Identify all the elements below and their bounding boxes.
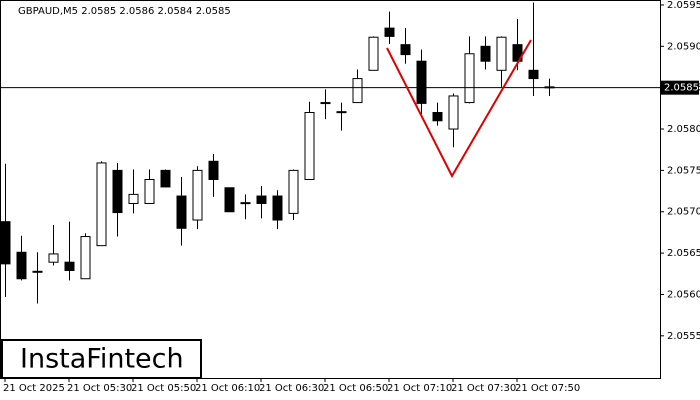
logo: InstaFintech — [20, 344, 184, 375]
candle-body — [176, 195, 187, 229]
candle-body — [160, 169, 171, 188]
candle-body — [400, 44, 411, 56]
x-tick-label: 21 Oct 05:50 — [131, 383, 196, 394]
candle-body — [208, 160, 219, 180]
x-tick-label: 21 Oct 07:50 — [515, 383, 580, 394]
candle-body — [352, 78, 363, 104]
y-tick-label: 2.0555 — [667, 331, 700, 342]
candle-body — [80, 236, 91, 280]
candle-body — [128, 193, 139, 204]
candle-body — [432, 111, 443, 122]
candle-body — [192, 169, 203, 221]
y-tick-label: 2.0595 — [667, 0, 700, 11]
candle-body — [0, 221, 11, 265]
candle-body — [256, 195, 267, 204]
candle-body — [240, 202, 251, 205]
x-tick-label: 21 Oct 06:50 — [323, 383, 388, 394]
candle-body — [304, 111, 315, 180]
candle-body — [224, 187, 235, 213]
x-tick-label: 21 Oct 06:10 — [195, 383, 260, 394]
candle-body — [512, 44, 523, 62]
candle-body — [16, 251, 27, 280]
last-price-label: 2.0585 — [664, 83, 699, 94]
double-top-line — [386, 39, 532, 179]
candle-body — [416, 60, 427, 104]
chart-title: GBPAUD,M5 2.0585 2.0586 2.0584 2.0585 — [18, 6, 231, 17]
x-tick-label: 21 Oct 07:30 — [451, 383, 516, 394]
candle-body — [112, 169, 123, 214]
y-tick-label: 2.0575 — [667, 165, 700, 176]
candle-body — [144, 178, 155, 204]
y-tick-label: 2.0565 — [667, 248, 700, 259]
candle-body — [272, 195, 283, 221]
candle-body — [496, 36, 507, 71]
candle-body — [464, 53, 475, 104]
candle-body — [48, 253, 59, 263]
y-tick-label: 2.0580 — [667, 124, 700, 135]
x-tick-label: 21 Oct 2025 — [3, 383, 65, 394]
candle-body — [288, 169, 299, 214]
candle-body — [96, 162, 107, 247]
logo-box — [1, 339, 202, 379]
candle-body — [448, 95, 459, 130]
y-tick-label: 2.0590 — [667, 41, 700, 52]
candle-body — [32, 270, 43, 273]
y-tick-label: 2.0560 — [667, 289, 700, 300]
candle-body — [368, 36, 379, 71]
plot-frame — [0, 0, 661, 379]
candle-body — [528, 69, 539, 80]
x-tick-label: 21 Oct 07:10 — [387, 383, 452, 394]
pattern-lines — [386, 39, 532, 179]
y-tick-label: 2.0570 — [667, 207, 700, 218]
candle-body — [336, 111, 347, 114]
candle-body — [384, 27, 395, 37]
candle-body — [480, 45, 491, 62]
x-tick-label: 21 Oct 05:30 — [67, 383, 132, 394]
candle-body — [64, 261, 75, 271]
last-price-box — [661, 80, 699, 95]
candle-body — [320, 102, 331, 105]
x-tick-label: 21 Oct 06:30 — [259, 383, 324, 394]
